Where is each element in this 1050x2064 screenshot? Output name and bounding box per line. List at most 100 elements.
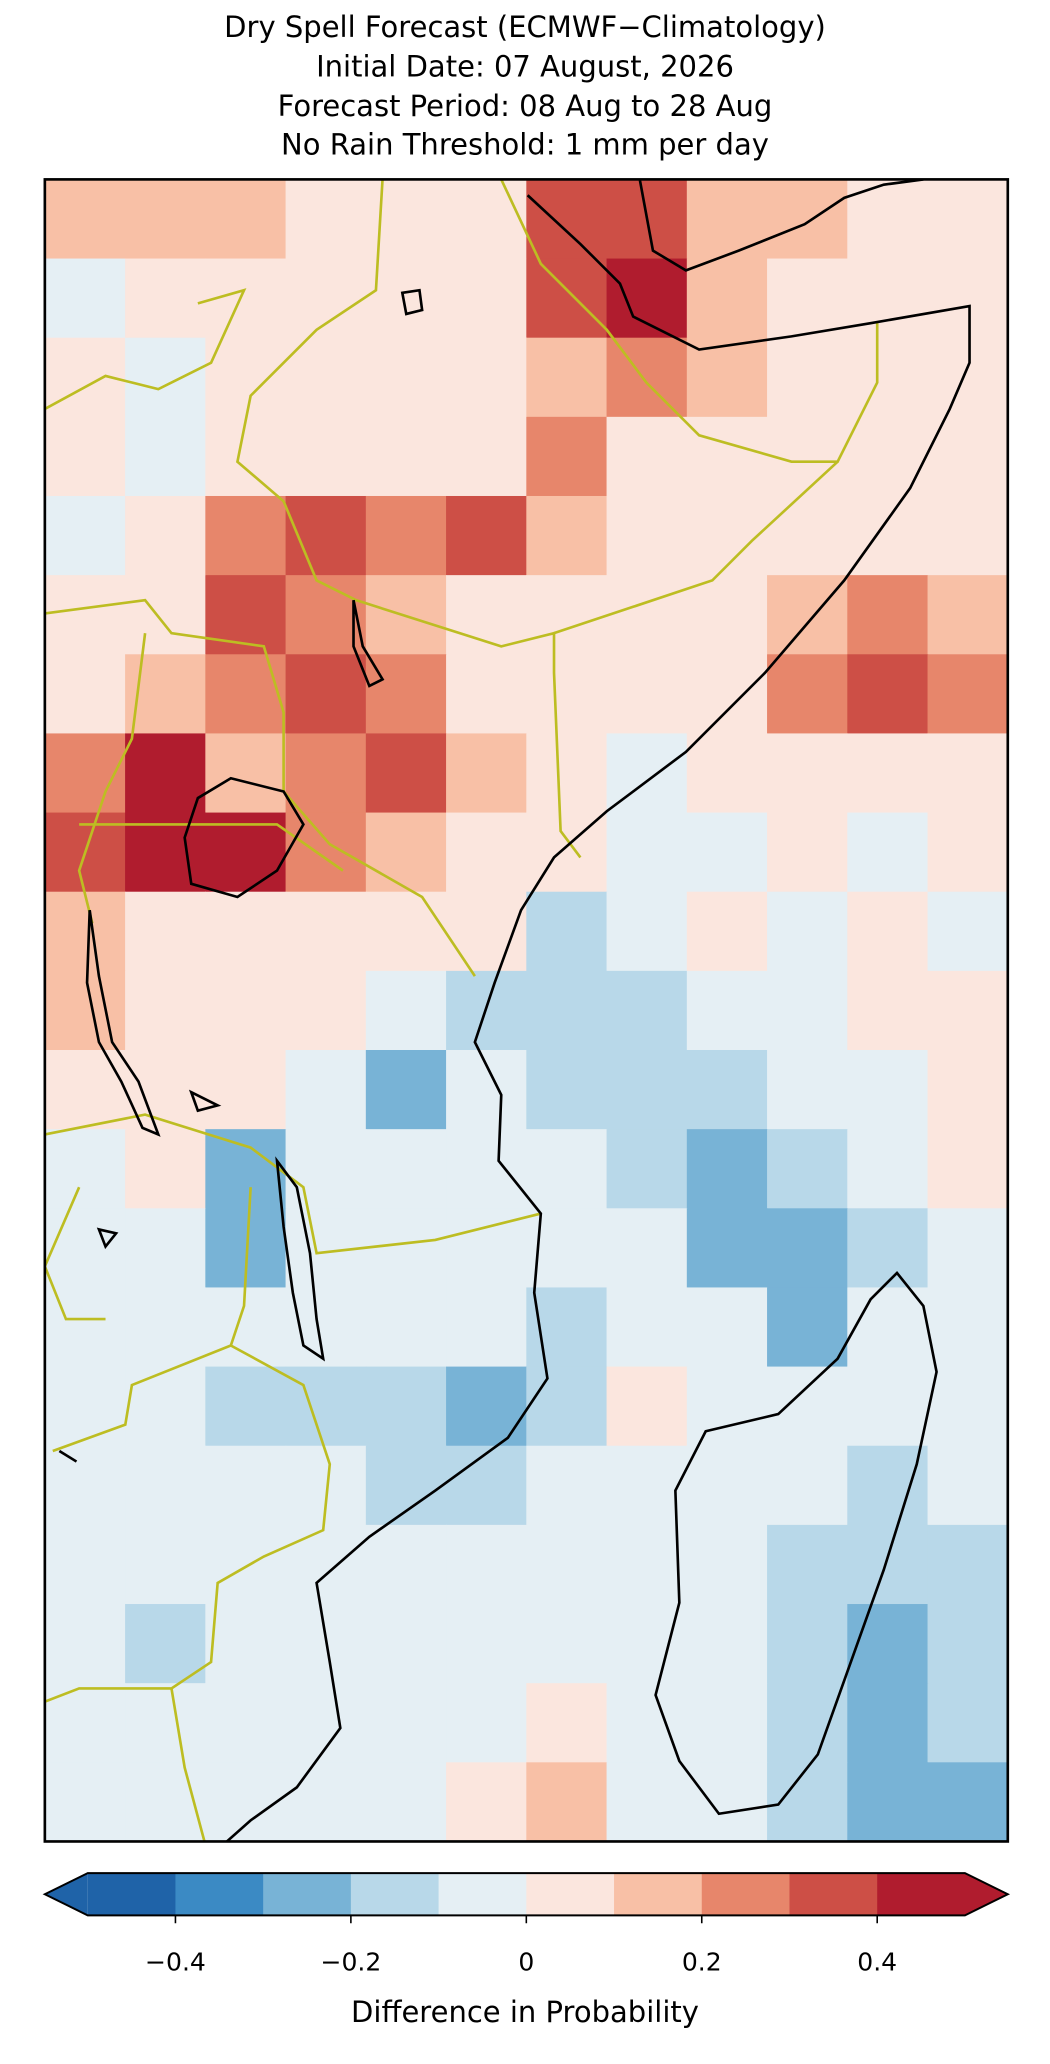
grid-cell <box>526 970 608 1051</box>
colorbar-outline <box>42 1872 1011 1917</box>
grid-cell <box>927 1366 1008 1447</box>
grid-cell <box>526 1604 608 1684</box>
grid-cell <box>526 1366 608 1447</box>
border <box>553 460 839 635</box>
grid-cell <box>44 891 126 972</box>
grid-cell <box>686 1287 768 1368</box>
grid-cell <box>125 1129 206 1209</box>
grid-cell <box>927 258 1008 339</box>
grid-cell <box>285 1683 367 1763</box>
colorbar-bin <box>263 1873 352 1916</box>
grid-cell <box>125 1287 206 1368</box>
grid-cell <box>767 495 848 576</box>
grid-cell <box>686 416 768 497</box>
grid-cell <box>446 1524 527 1605</box>
grid-cell <box>606 575 688 655</box>
grid-cell <box>767 1445 848 1526</box>
grid-cell <box>767 575 848 655</box>
grid-cell <box>606 1287 688 1368</box>
grid-cell <box>44 654 126 735</box>
grid-cell <box>847 179 929 260</box>
grid-cell <box>365 495 447 576</box>
grid-cell <box>526 891 608 972</box>
grid-cell <box>44 1366 126 1447</box>
grid-cell <box>125 970 206 1051</box>
grid-cell <box>686 1050 768 1130</box>
grid-cell <box>125 812 206 893</box>
grid-cell <box>446 1129 527 1209</box>
grid-cell <box>365 654 447 735</box>
border <box>44 288 247 411</box>
grid-cell <box>205 179 287 260</box>
grid-cell <box>606 337 688 418</box>
grid-cell <box>205 416 287 497</box>
grid-cell <box>446 891 527 972</box>
grid-cell <box>44 495 126 576</box>
grid-cell <box>365 258 447 339</box>
grid-cell <box>285 416 367 497</box>
grid-cell <box>125 337 206 418</box>
title-line: Forecast Period: 08 Aug to 28 Aug <box>278 89 773 123</box>
grid-cell <box>365 1129 447 1209</box>
border <box>500 179 879 464</box>
grid-cell <box>446 654 527 735</box>
grid-cell <box>365 1445 447 1526</box>
grid-cell <box>767 970 848 1051</box>
colorbar-bin <box>789 1873 878 1916</box>
grid-cell <box>446 495 527 576</box>
grid-cell <box>606 891 688 972</box>
grid-cell <box>446 1366 527 1447</box>
colorbar-extend-low <box>44 1873 88 1916</box>
grid-cell <box>606 970 688 1051</box>
grid-cell <box>205 1050 287 1130</box>
grid-cell <box>767 337 848 418</box>
grid-cell <box>526 654 608 735</box>
grid-cell <box>767 1287 848 1368</box>
grid-cell <box>125 1524 206 1605</box>
grid-cell <box>205 1683 287 1763</box>
colorbar-tick-label: 0 <box>518 1948 534 1977</box>
grid-cell <box>526 575 608 655</box>
grid-cells <box>44 179 1008 1842</box>
grid-cell <box>526 1050 608 1130</box>
coastline <box>226 194 971 1842</box>
grid-cell <box>847 654 929 735</box>
colorbar-bin <box>350 1873 440 1916</box>
grid-cell <box>767 812 848 893</box>
grid-cell <box>606 495 688 576</box>
grid-cell <box>44 970 126 1051</box>
grid-cell <box>365 733 447 814</box>
title-line: Initial Date: 07 August, 2026 <box>316 50 734 84</box>
grid-cell <box>606 654 688 735</box>
colorbar-tick-label: −0.2 <box>320 1948 381 1977</box>
grid-cell <box>205 1445 287 1526</box>
grid-cell <box>686 733 768 814</box>
grid-cell <box>606 1366 688 1447</box>
grid-cell <box>365 812 447 893</box>
colorbar-bin <box>175 1873 264 1916</box>
grid-cell <box>125 1445 206 1526</box>
grid-cell <box>927 1604 1008 1684</box>
map-frame <box>43 178 1010 1843</box>
grid-cell <box>686 1208 768 1289</box>
grid-cell <box>205 1604 287 1684</box>
grid-cell <box>205 970 287 1051</box>
grid-cell <box>847 891 929 972</box>
grid-cell <box>365 1683 447 1763</box>
grid-cell <box>365 1524 447 1605</box>
grid-cell <box>927 1524 1008 1605</box>
border <box>44 1186 106 1321</box>
grid-cell <box>767 654 848 735</box>
grid-cell <box>285 1524 367 1605</box>
grid-cell <box>526 1524 608 1605</box>
grid-cell <box>125 1208 206 1289</box>
grid-cell <box>927 891 1008 972</box>
grid-cell <box>767 1129 848 1209</box>
grid-cell <box>927 1129 1008 1209</box>
grid-cell <box>365 1762 447 1842</box>
grid-cell <box>285 1762 367 1842</box>
grid-cell <box>125 575 206 655</box>
grid-cell <box>686 891 768 972</box>
grid-cell <box>847 1287 929 1368</box>
